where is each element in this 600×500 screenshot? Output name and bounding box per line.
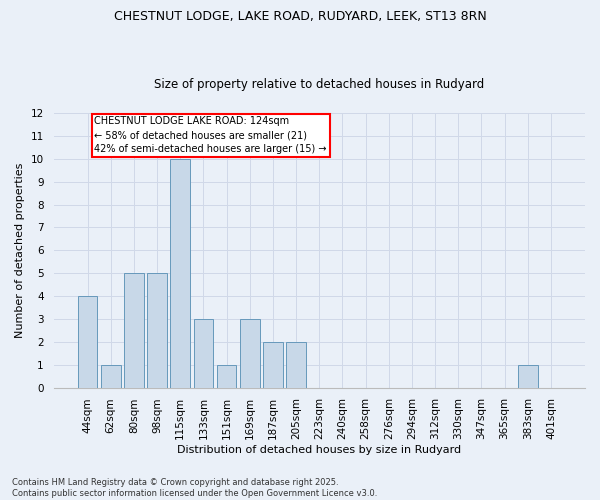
Bar — [194, 319, 213, 388]
Text: Contains HM Land Registry data © Crown copyright and database right 2025.
Contai: Contains HM Land Registry data © Crown c… — [12, 478, 377, 498]
Title: Size of property relative to detached houses in Rudyard: Size of property relative to detached ho… — [154, 78, 484, 91]
Bar — [101, 364, 121, 388]
Bar — [77, 296, 97, 388]
Y-axis label: Number of detached properties: Number of detached properties — [15, 162, 25, 338]
X-axis label: Distribution of detached houses by size in Rudyard: Distribution of detached houses by size … — [177, 445, 461, 455]
Bar — [240, 319, 260, 388]
Bar — [518, 364, 538, 388]
Text: CHESTNUT LODGE LAKE ROAD: 124sqm
← 58% of detached houses are smaller (21)
42% o: CHESTNUT LODGE LAKE ROAD: 124sqm ← 58% o… — [94, 116, 327, 154]
Bar — [217, 364, 236, 388]
Text: CHESTNUT LODGE, LAKE ROAD, RUDYARD, LEEK, ST13 8RN: CHESTNUT LODGE, LAKE ROAD, RUDYARD, LEEK… — [113, 10, 487, 23]
Bar — [263, 342, 283, 388]
Bar — [147, 273, 167, 388]
Bar — [286, 342, 306, 388]
Bar — [124, 273, 144, 388]
Bar — [170, 159, 190, 388]
